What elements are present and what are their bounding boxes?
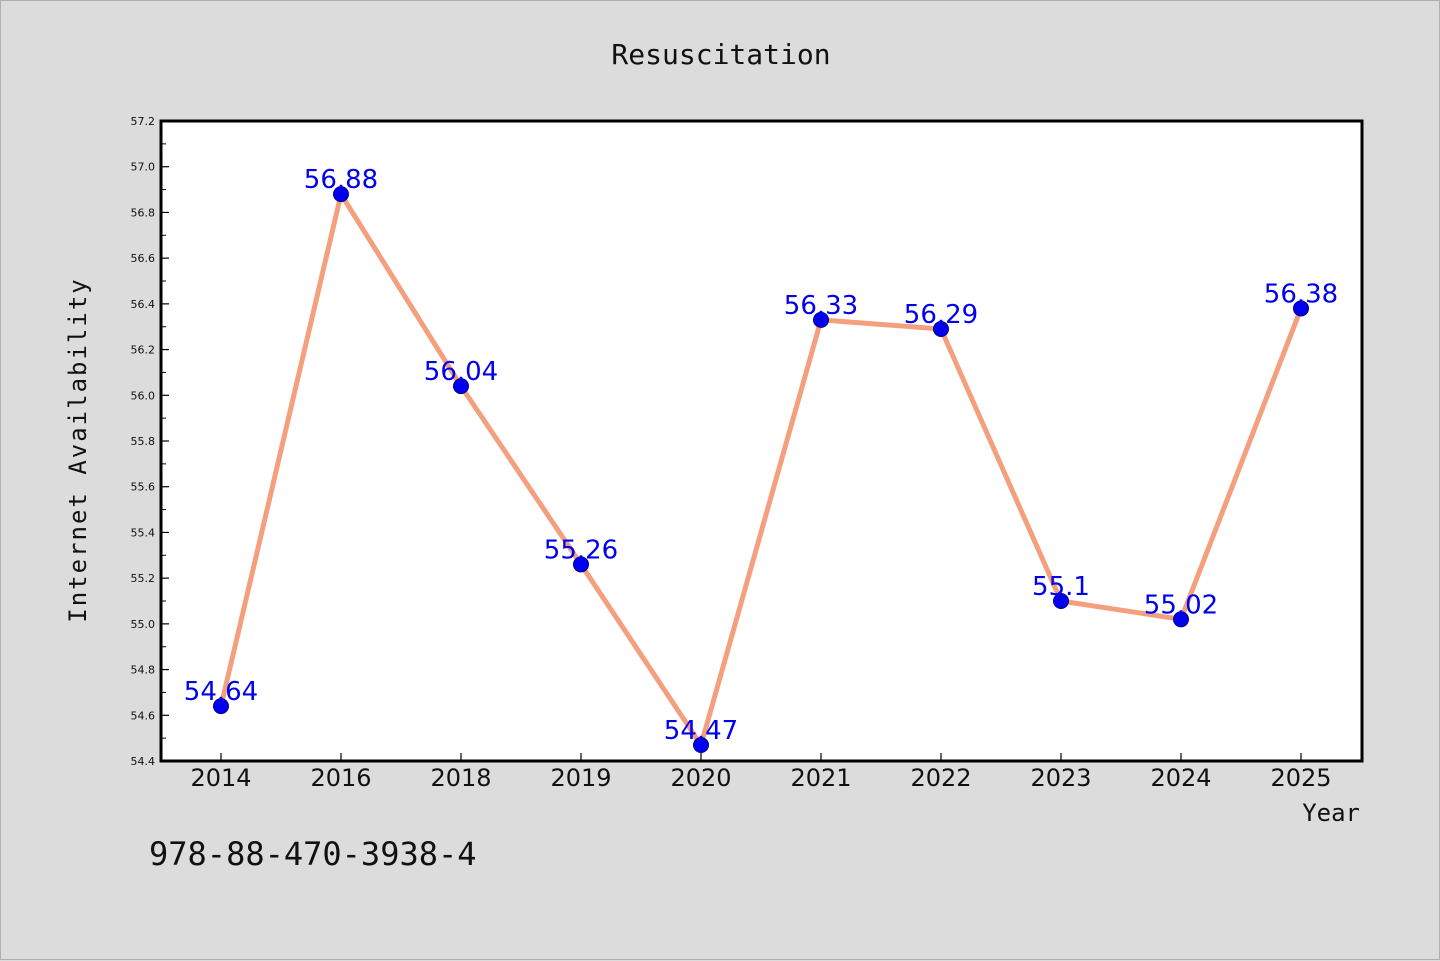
x-tick-label: 2021 [790, 764, 851, 792]
x-tick-label: 2019 [550, 764, 611, 792]
y-axis-label: Internet Availability [64, 277, 92, 622]
data-point [1053, 593, 1069, 609]
data-label: 56.38 [1264, 279, 1338, 309]
data-label: 54.64 [184, 677, 258, 707]
data-point [573, 556, 589, 573]
y-tick-label: 56.6 [131, 252, 156, 265]
data-labels: 54.64 56.88 56.04 55.26 54.47 56.33 56.29 55.1 5… [184, 165, 1338, 746]
data-point [693, 737, 709, 753]
x-tick-label: 2024 [1150, 764, 1211, 792]
data-point [813, 311, 829, 328]
x-tick-label: 2018 [430, 764, 491, 792]
data-label: 56.88 [304, 165, 378, 195]
series-line-group [218, 191, 1304, 748]
x-tick-label: 2023 [1030, 764, 1091, 792]
data-label: 54.47 [664, 716, 738, 746]
y-tick-label: 57.0 [131, 161, 156, 174]
y-axis: 54.4 54.6 54.8 55.0 55.2 55.4 55.6 55.8 56.0 56.2… [131, 115, 169, 768]
y-tick-label: 55.4 [131, 526, 156, 539]
y-tick-label: 57.2 [131, 115, 156, 128]
y-tick-label: 56.4 [131, 298, 156, 311]
x-tick-label: 2020 [670, 764, 731, 792]
y-tick-label: 55.0 [131, 618, 156, 631]
data-label: 55.1 [1032, 572, 1090, 602]
plot-area [159, 119, 1364, 763]
y-tick-label: 56.0 [131, 389, 156, 402]
data-point [1173, 611, 1189, 628]
y-tick-label: 55.6 [131, 481, 156, 494]
x-axis-label: Year [1302, 799, 1360, 827]
data-label: 56.04 [424, 357, 498, 387]
y-tick-label: 56.8 [131, 206, 156, 219]
chart-title: Resuscitation [611, 38, 830, 71]
isbn-text: 978-88-470-3938-4 [149, 835, 477, 873]
data-label: 56.33 [784, 291, 858, 321]
x-tick-label: 2025 [1270, 764, 1331, 792]
y-tick-label: 54.8 [131, 664, 156, 677]
x-tick-label: 2022 [910, 764, 971, 792]
y-tick-label: 56.2 [131, 344, 156, 357]
data-point [933, 321, 949, 337]
data-point [333, 186, 349, 203]
x-tick-label: 2014 [190, 764, 251, 792]
data-point [453, 378, 469, 395]
y-tick-label: 54.4 [131, 755, 156, 768]
y-tick-label: 55.8 [131, 435, 156, 448]
x-tick-label: 2016 [310, 764, 371, 792]
series-markers [213, 186, 1309, 753]
data-label: 55.02 [1144, 590, 1218, 620]
data-label: 56.29 [904, 300, 978, 330]
series-line [218, 191, 1304, 748]
y-tick-label: 54.6 [131, 709, 156, 722]
data-point [213, 698, 229, 715]
x-axis: 2014 2016 2018 2019 2020 2021 2022 2023 2024 2025 [190, 753, 1332, 792]
data-label: 55.26 [544, 535, 618, 565]
data-point [1293, 300, 1309, 317]
y-tick-label: 55.2 [131, 572, 156, 585]
